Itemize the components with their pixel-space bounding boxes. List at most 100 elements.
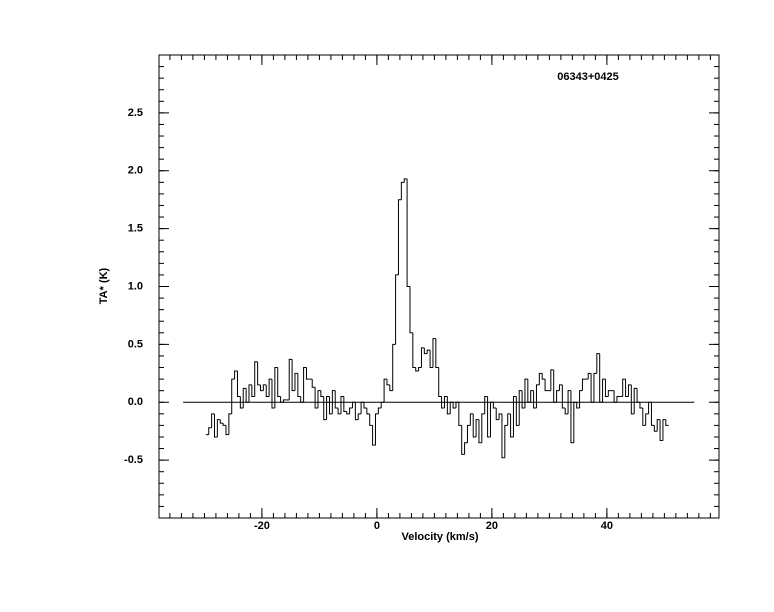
- spectrum-channel: [498, 413, 502, 420]
- y-tick-label: 0.5: [128, 338, 143, 350]
- spectrum-channel: [349, 407, 353, 414]
- spectrum-channel: [466, 424, 471, 443]
- spectrum-channel: [248, 384, 252, 403]
- spectrum-channel: [581, 378, 586, 391]
- spectrum-channel: [558, 384, 563, 391]
- spectrum-channel: [262, 384, 267, 391]
- spectrum-channel: [573, 401, 577, 443]
- spectrum-channel: [475, 419, 479, 437]
- spectrum-channel: [297, 373, 301, 397]
- spectrum-channel: [360, 401, 364, 414]
- spectrum-channel: [550, 369, 554, 391]
- spectrum-channel: [458, 402, 462, 426]
- spectrum-channel: [507, 413, 511, 426]
- y-tick-label: 2.0: [128, 165, 143, 177]
- spectrum-channel: [607, 390, 612, 397]
- spectrum-channel: [357, 413, 362, 420]
- spectrum-channel: [469, 413, 474, 426]
- spectrum-channel: [579, 390, 583, 409]
- spectrum-channel: [599, 353, 603, 403]
- x-axis-label: Velocity (km/s): [401, 531, 478, 543]
- spectrum-channel: [372, 425, 376, 446]
- spectrum-channel: [504, 424, 508, 458]
- spectrum-channel: [512, 395, 517, 437]
- spectrum-channel: [435, 338, 439, 369]
- spectrum-channel: [346, 411, 350, 415]
- spectrum-channel: [351, 401, 356, 409]
- spectrum-channel: [446, 396, 451, 415]
- spectrum-channel: [596, 353, 600, 374]
- spectrum-channel: [521, 390, 525, 409]
- spectrum-channel: [648, 401, 652, 414]
- spectrum-channel: [570, 390, 574, 444]
- spectrum-channel: [642, 408, 646, 426]
- spectrum-channel: [567, 390, 571, 414]
- spectrum-channel: [389, 384, 393, 392]
- y-tick-label: 1.5: [128, 223, 143, 235]
- spectrum-channel: [328, 396, 333, 415]
- spectrum-channel: [576, 402, 580, 409]
- spectrum-channel: [590, 373, 594, 403]
- spectrum-channel: [380, 401, 385, 409]
- spectrum-channel: [300, 396, 304, 403]
- spectrum-channel: [251, 384, 255, 397]
- spectrum-channel: [334, 390, 339, 409]
- spectrum-channel: [533, 390, 537, 409]
- spectrum-channel: [553, 369, 557, 403]
- spectrum-channel: [472, 413, 477, 438]
- spectrum-channel: [343, 396, 347, 413]
- spectrum-channel: [409, 286, 413, 334]
- spectrum-channel: [216, 419, 221, 437]
- spectrum-channel: [369, 413, 373, 426]
- spectrum-channel: [616, 395, 620, 403]
- spectrum-channel: [337, 408, 341, 415]
- x-tick-label: 0: [374, 520, 380, 532]
- spectrum-channel: [622, 378, 626, 397]
- spectrum-channel: [242, 387, 247, 409]
- spectrum-channel: [236, 370, 241, 397]
- x-tick-label: -20: [254, 520, 270, 532]
- spectrum-channel: [489, 401, 494, 437]
- annotation: 06343+0425: [557, 71, 618, 83]
- spectrum-channel: [544, 379, 548, 392]
- y-tick-label: 2.5: [128, 107, 143, 119]
- spectrum-channel: [265, 384, 270, 397]
- spectrum-channel: [432, 338, 436, 368]
- spectrum-channel: [438, 367, 442, 397]
- spectrum-channel: [627, 384, 632, 397]
- spectrum-channel: [323, 396, 327, 421]
- spectrum-channel: [305, 367, 310, 380]
- y-axis-label: TA* (K): [98, 267, 110, 304]
- spectrum-channel: [274, 367, 278, 409]
- spectrum-channel: [452, 402, 456, 409]
- spectrum-channel: [317, 390, 321, 409]
- spectrum-channel: [386, 379, 390, 386]
- spectrum-channel: [501, 413, 505, 459]
- spectrum-channel: [527, 379, 531, 403]
- spectrum-channel: [495, 408, 500, 421]
- spectrum-channel: [484, 395, 488, 414]
- spectrum-channel: [374, 413, 379, 446]
- spectrum-channel: [653, 425, 658, 432]
- spectrum-channel: [282, 399, 287, 403]
- spectrum-channel: [291, 359, 295, 392]
- spectrum-channel: [602, 378, 606, 403]
- spectrum-channel: [211, 413, 215, 428]
- spectrum-channel: [320, 390, 324, 397]
- spectrum-channel: [645, 413, 649, 426]
- spectrum-channel: [363, 402, 367, 409]
- spectrum-channel: [656, 419, 661, 432]
- spectrum-channel: [587, 372, 592, 380]
- spectrum-channel: [288, 358, 293, 400]
- spectrum-channel: [271, 379, 275, 409]
- spectrum-channel: [538, 372, 543, 385]
- spectrum-channel: [311, 379, 316, 388]
- spectrum-channel: [354, 402, 359, 421]
- spectrum-channel: [403, 178, 408, 183]
- spectrum-channel: [604, 379, 609, 397]
- spectrum-channel: [415, 367, 419, 372]
- plot-frame: [158, 54, 720, 519]
- spectrum-channel: [426, 349, 431, 354]
- spectrum-channel: [650, 402, 655, 426]
